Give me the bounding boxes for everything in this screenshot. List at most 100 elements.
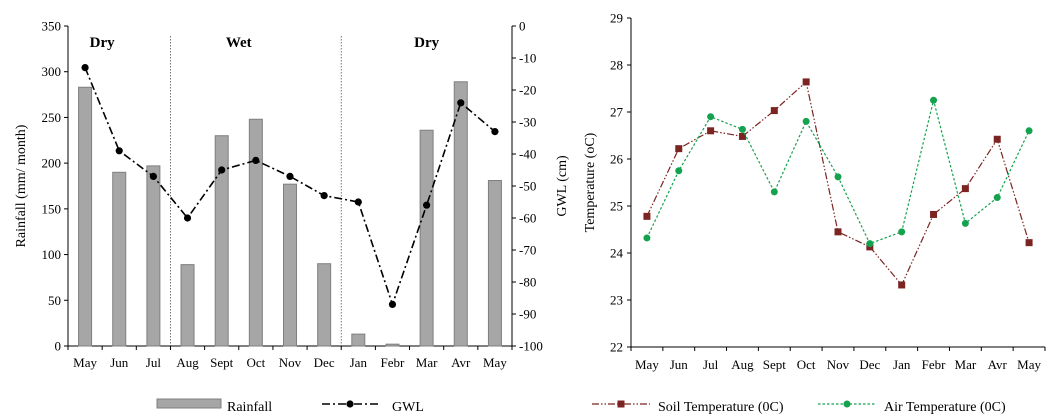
- air-temperature-point: [898, 228, 906, 236]
- soil-temperature-point: [707, 127, 715, 135]
- rainfall-bar: [283, 183, 297, 347]
- y2-tick-label: -30: [519, 115, 536, 130]
- legend-soil-label: Soil Temperature (0C): [658, 400, 784, 415]
- rainfall-bar: [78, 86, 93, 347]
- soil-temperature-point: [834, 228, 842, 236]
- y2-tick-label: -50: [519, 179, 536, 194]
- gwl-point: [457, 99, 465, 107]
- rainfall-bar: [248, 118, 263, 347]
- x-tick-label: May: [73, 355, 97, 370]
- y-tick-label: 24: [610, 246, 624, 261]
- x-tick-label: Oct: [797, 357, 816, 372]
- y2-tick-label: -90: [519, 307, 536, 322]
- x-tick-label: Mar: [416, 355, 438, 370]
- x-tick-label: Jun: [110, 355, 129, 370]
- y-tick-label: 50: [48, 293, 61, 308]
- y-tick-label: 25: [610, 199, 623, 214]
- rainfall-bar: [419, 129, 434, 347]
- y2-tick-label: -10: [519, 51, 536, 66]
- soil-temperature-point: [802, 78, 810, 86]
- x-tick-label: Aug: [731, 357, 754, 372]
- legend-gwl-label: GWL: [392, 400, 424, 415]
- y-tick-label: 250: [42, 110, 62, 125]
- temperature-chart: 22 23 24 25 26 27 28 29 May Jun Jul Aug Sept Oct Nov De…: [583, 11, 1046, 415]
- gwl-point: [149, 172, 157, 180]
- x-tick-label: Jul: [146, 355, 162, 370]
- x-tick-label: Oct: [246, 355, 265, 370]
- air-temperature-point: [675, 167, 683, 175]
- season-label: Dry: [414, 35, 439, 51]
- rainfall-bar: [146, 165, 161, 347]
- legend-air-marker: [843, 400, 851, 408]
- y-tick-label: 26: [610, 152, 624, 167]
- y2-tick-label: -20: [519, 83, 536, 98]
- rainfall-bar: [487, 180, 502, 347]
- y2-axis-title: GWL (cm): [555, 155, 570, 217]
- y-tick-label: 300: [42, 64, 62, 79]
- x-tick-label: Aug: [176, 355, 199, 370]
- gwl-point: [81, 64, 89, 72]
- y-tick-label: 100: [42, 247, 62, 262]
- y2-tick-label: -60: [519, 211, 536, 226]
- x-tick-label: Avr: [988, 357, 1008, 372]
- x-tick-label: May: [483, 355, 507, 370]
- gwl-point: [218, 166, 226, 174]
- x-tick-label: Nov: [827, 357, 850, 372]
- gwl-point: [115, 147, 123, 155]
- air-temperature-point: [707, 113, 715, 121]
- air-temperature-point: [866, 240, 874, 248]
- gwl-point: [320, 192, 328, 200]
- y-tick-label: 22: [610, 340, 623, 355]
- soil-temperature-point: [675, 145, 683, 153]
- y2-tick-label: 0: [519, 19, 526, 34]
- x-tick-label: Jan: [893, 357, 911, 372]
- rainfall-bar: [453, 81, 468, 347]
- legend-soil-marker: [617, 400, 625, 408]
- legend-gwl-marker: [346, 400, 354, 408]
- x-tick-label: May: [1017, 357, 1041, 372]
- x-tick-label: Jan: [350, 355, 368, 370]
- y2-tick-label: -80: [519, 275, 536, 290]
- y2-tick-label: -70: [519, 243, 536, 258]
- y-tick-label: 27: [610, 105, 624, 120]
- y-tick-label: 350: [42, 19, 62, 34]
- gwl-point: [491, 128, 499, 136]
- air-temperature-point: [930, 96, 938, 104]
- rainfall-bar: [385, 343, 400, 347]
- legend-rainfall-swatch: [156, 398, 222, 409]
- x-tick-label: Jul: [703, 357, 719, 372]
- air-temperature-point: [770, 188, 778, 196]
- x-tick-label: May: [635, 357, 659, 372]
- gwl-point: [286, 172, 294, 180]
- y-tick-label: 200: [42, 156, 62, 171]
- air-temperature-point: [738, 125, 746, 133]
- x-tick-label: Jun: [670, 357, 689, 372]
- soil-temperature-point: [770, 107, 778, 115]
- y-tick-label: 28: [610, 58, 623, 73]
- air-temperature-point: [961, 219, 969, 227]
- x-tick-label: Mar: [955, 357, 977, 372]
- soil-temperature-line: [646, 80, 1030, 287]
- x-tick-label: Dec: [859, 357, 880, 372]
- legend-air-label: Air Temperature (0C): [884, 400, 1006, 415]
- x-tick-label: Febr: [922, 357, 947, 372]
- air-temperature-line: [646, 100, 1030, 245]
- legend-rainfall-label: Rainfall: [227, 400, 272, 415]
- x-tick-label: Sept: [763, 357, 787, 372]
- y-tick-label: 23: [610, 293, 623, 308]
- y-tick-label: 29: [610, 11, 623, 26]
- soil-temperature-point: [993, 135, 1001, 143]
- gwl-point: [183, 214, 192, 222]
- air-temperature-point: [643, 234, 651, 242]
- rainfall-bar: [180, 264, 195, 347]
- soil-temperature-point: [643, 212, 651, 220]
- x-tick-label: Avr: [451, 355, 471, 370]
- air-temperature-point: [1025, 127, 1033, 135]
- rainfall-bar: [317, 263, 332, 347]
- y-axis-title: Temperature (oC): [583, 132, 598, 232]
- rainfall-gwl-chart: 0 50 100 150 200 250 300 350 0 -10 -20 -30 -40 -50 -60…: [14, 19, 570, 416]
- air-temperature-point: [802, 117, 810, 125]
- soil-temperature-point: [930, 210, 938, 218]
- rainfall-bar: [214, 135, 229, 347]
